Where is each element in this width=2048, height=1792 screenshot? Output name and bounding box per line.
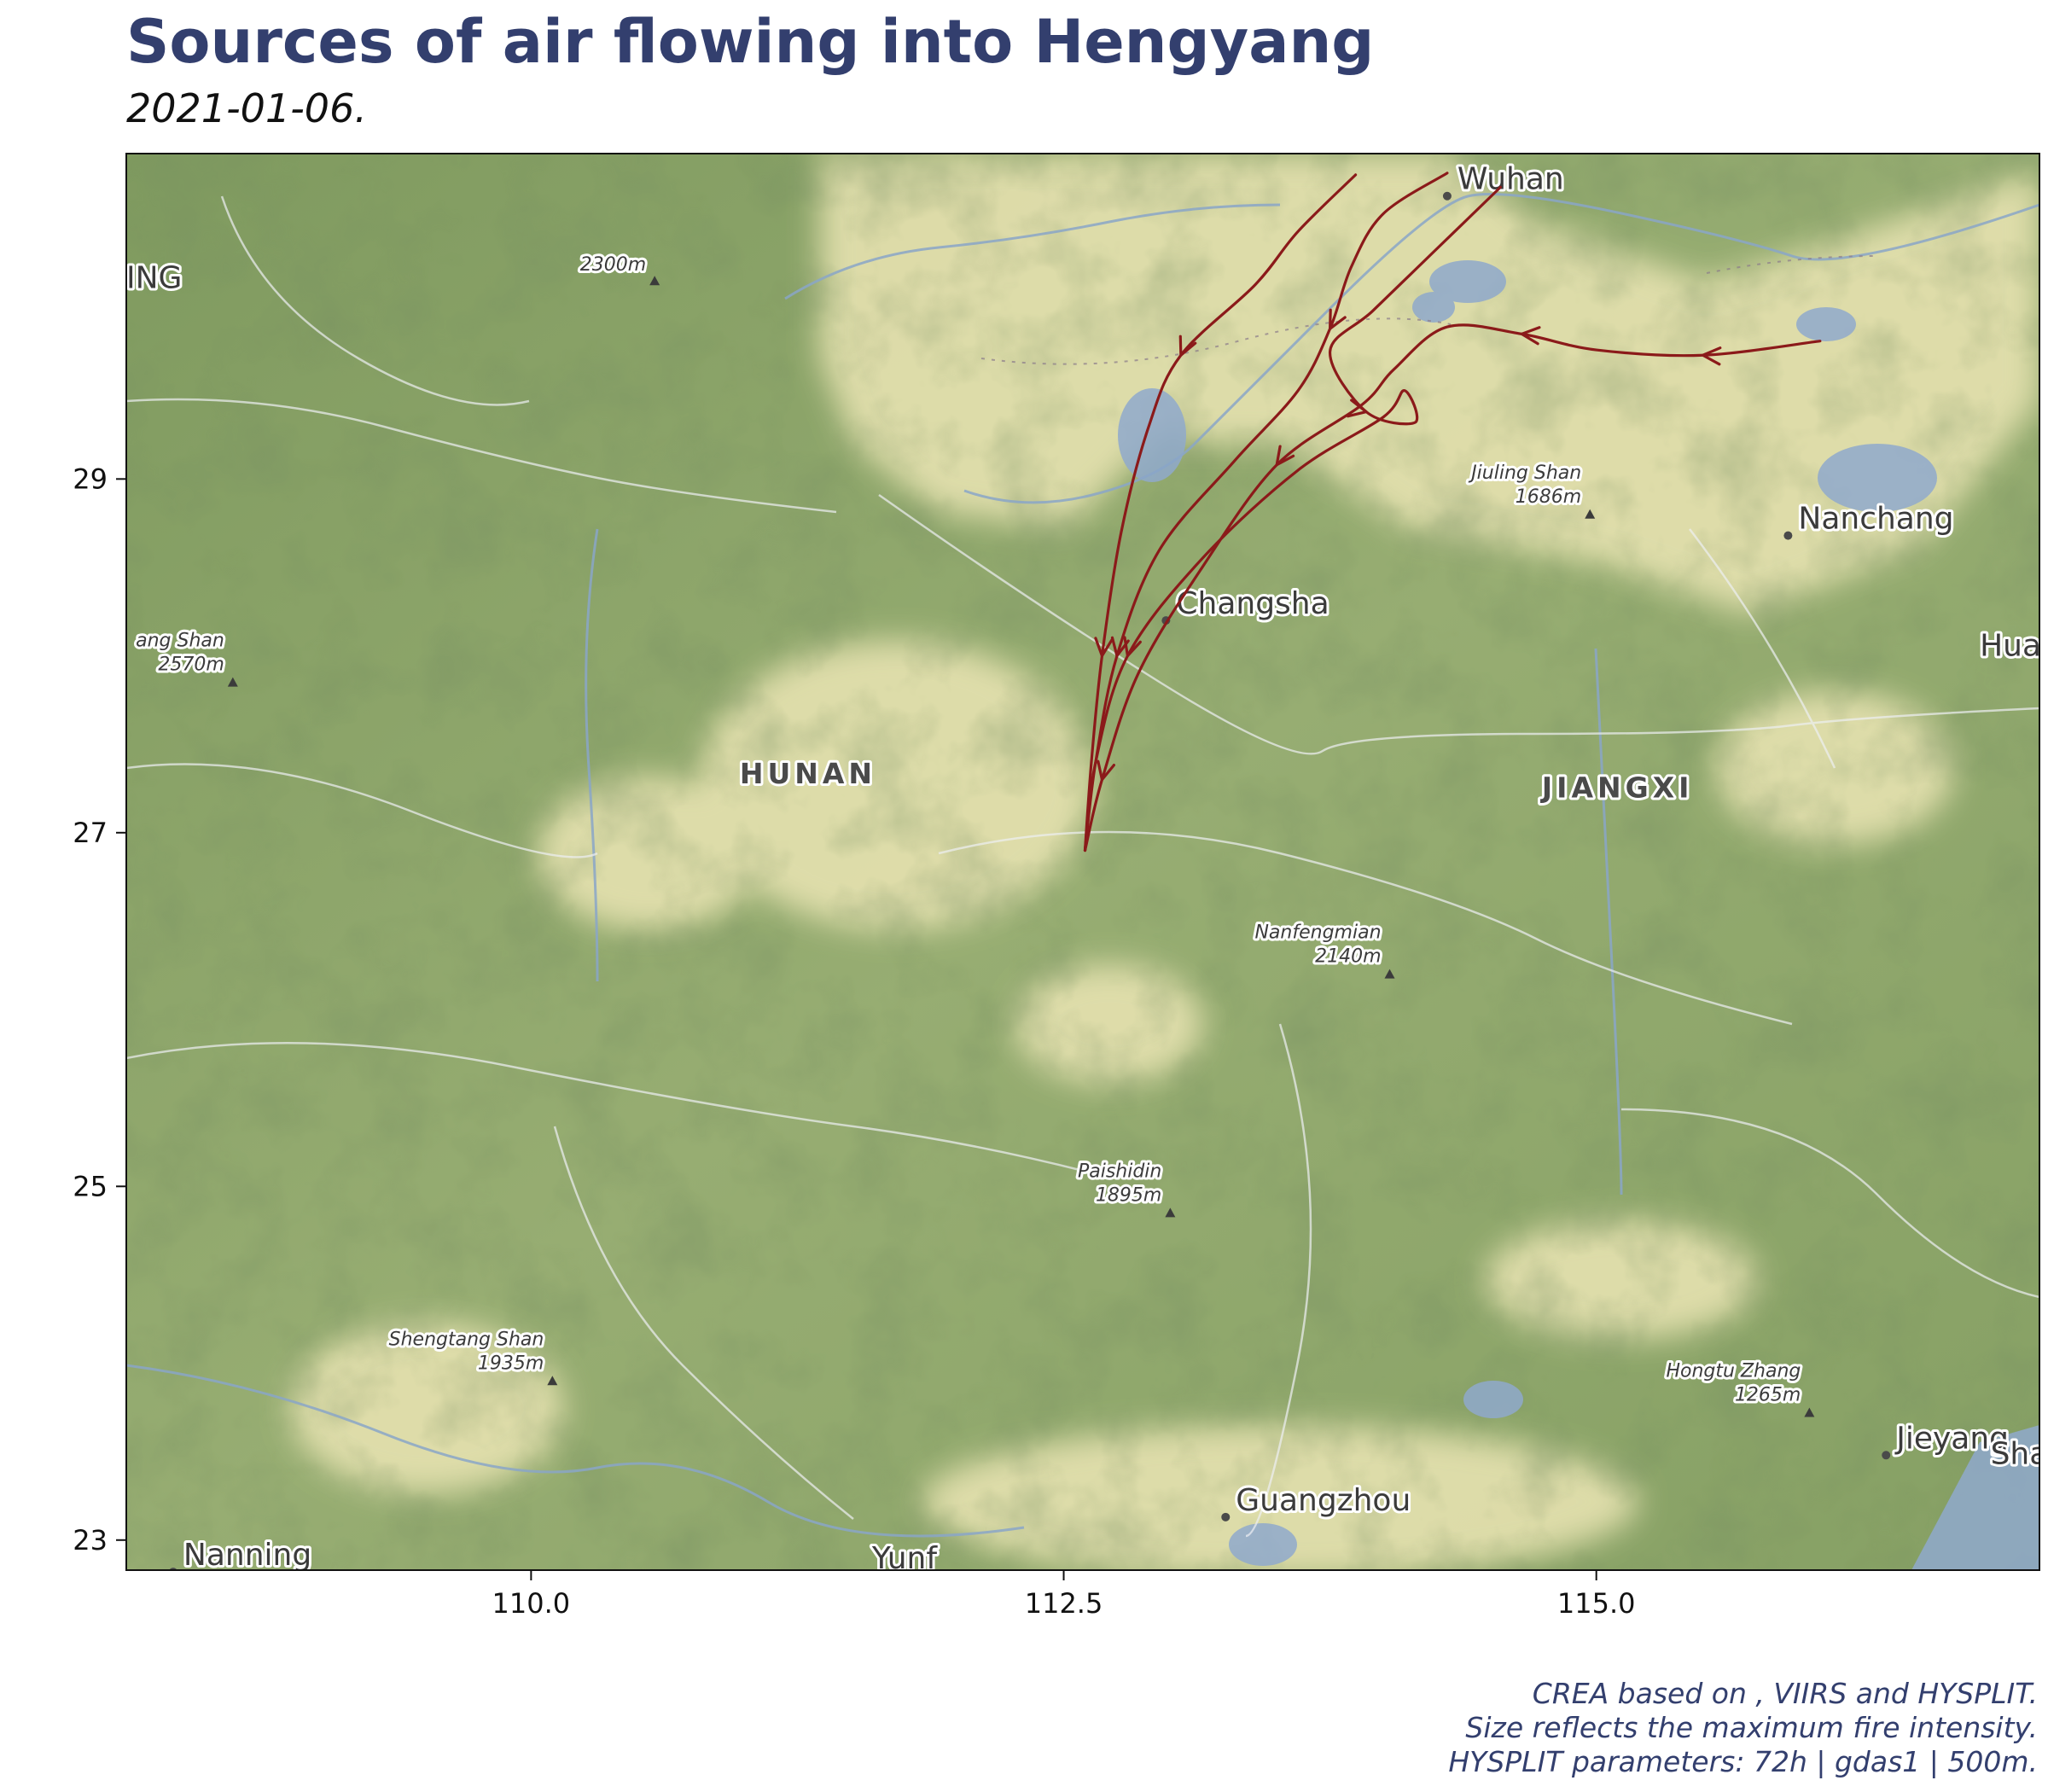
city-label: Jieyang [1894,1421,2009,1456]
x-tick-label: 115.0 [1557,1587,1636,1620]
peak-name: Nanfengmian [1254,922,1381,944]
trajectory-arrow [1094,637,1114,658]
peak-name: Hongtu Zhang [1666,1361,1801,1382]
peak-elevation: 1265m [1735,1385,1801,1406]
trajectory-layer [1083,172,1822,852]
city-marker [1882,1451,1891,1460]
y-tick-label: 25 [73,1170,108,1202]
trajectory-arrow [1329,308,1347,330]
trajectory-arrow [1097,759,1116,782]
trajectory-arrow [1520,326,1541,346]
peak-marker [547,1376,558,1386]
partial-place-label: ING [126,261,182,296]
caption-line-params: HYSPLIT parameters: 72h | gdas1 | 500m. [1448,1745,2038,1778]
caption-line-size: Size reflects the maximum fire intensity… [1465,1711,2038,1744]
region-label: HUNAN [740,757,876,790]
partial-place-label: Shan [1991,1437,2048,1472]
city-label: Nanchang [1798,502,1953,537]
partial-place-label: Yunf [871,1541,938,1576]
peak-marker [1165,1207,1176,1218]
city-marker [1783,531,1793,540]
peak-elevation: 1895m [1096,1184,1161,1206]
trajectory-arrow [1701,346,1722,366]
city-marker [169,1568,177,1570]
city-marker [1221,1512,1231,1521]
peak-name: Paishidin [1078,1161,1161,1182]
trajectory-line [1083,323,1822,852]
y-tick-label: 29 [73,463,108,495]
trajectory-arrow [1123,636,1142,658]
peak-elevation: 1686m [1516,486,1581,508]
trajectory-arrow [1110,636,1130,658]
city-label: Wuhan [1457,162,1564,197]
axes: 110.0 112.5 115.0 29 27 25 23 [73,463,1635,1620]
peak-name: Shengtang Shan [389,1329,544,1350]
partial-place-label: Huan [1980,629,2048,664]
peak-elevation: 2570m [158,655,224,676]
caption: CREA based on , VIIRS and HYSPLIT. Size … [1448,1677,2038,1779]
trajectory-line [1083,185,1502,852]
city-label: Nanning [183,1538,311,1573]
trajectory-arrow [1347,399,1368,418]
chart-title: Sources of air flowing into Hengyang [126,7,1375,77]
peak-marker [649,276,660,286]
trajectory-line [1083,172,1449,852]
peak-name: Jiuling Shan [1468,463,1581,484]
trajectory-arrow [1178,335,1197,357]
plot-frame [125,153,2040,1571]
peak-marker [227,677,238,687]
terrain-basemap [126,154,2039,1570]
y-tick-label: 27 [73,817,108,849]
peak-name: 2300m [580,254,646,276]
peak-marker [1384,969,1395,979]
city-label: Guangzhou [1236,1483,1411,1518]
trajectory-line [1083,173,1358,852]
peak-elevation: 1935m [478,1353,544,1374]
y-tick-label: 23 [73,1524,108,1556]
map-labels: Wuhan Nanchang Changsha Guangzhou Jieyang Nan… [126,160,2048,1576]
peak-marker [1585,509,1596,519]
chart-subtitle: 2021-01-06. [126,85,367,131]
region-label: JIANGXI [1540,771,1694,804]
city-marker [1442,191,1452,201]
trajectory-arrow [1275,445,1295,467]
city-label: Changsha [1176,586,1329,621]
x-tick-label: 110.0 [492,1587,571,1620]
peak-marker [1804,1407,1815,1417]
peak-name: ang Shan [136,631,224,652]
peak-elevation: 2140m [1315,946,1381,968]
caption-line-source: CREA based on , VIIRS and HYSPLIT. [1532,1677,2038,1710]
x-tick-label: 112.5 [1025,1587,1103,1620]
